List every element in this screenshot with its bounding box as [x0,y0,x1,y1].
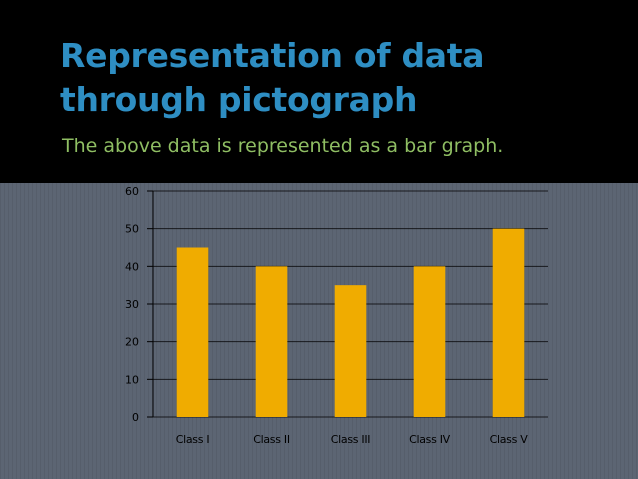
bar-class-iii [334,285,367,417]
x-category-label: Class III [331,433,371,446]
bar-chart: 0 10 20 30 40 50 60 Class I Class II Class III Cla… [125,185,548,446]
bar-class-i [176,247,209,417]
y-tick-label: 40 [125,260,139,273]
y-tick-label: 10 [125,373,139,386]
x-category-label: Class V [490,433,529,446]
bar-class-iv [413,266,446,417]
y-tick-label: 30 [125,298,139,311]
bar-class-v [492,228,525,417]
y-tick-label: 60 [125,185,139,198]
x-category-label: Class II [253,433,290,446]
y-tick-label: 20 [125,336,139,349]
x-category-label: Class I [176,433,210,446]
slide-title: Representation of data through pictograp… [60,36,485,119]
y-tick-label: 50 [125,223,139,236]
x-category-label: Class IV [409,433,451,446]
bar-class-ii [255,266,288,417]
y-tick-label: 0 [132,411,139,424]
bar-chart-panel: 0 10 20 30 40 50 60 Class I Class II Class III Cla… [0,183,638,479]
slide-subtitle: The above data is represented as a bar g… [62,135,504,157]
